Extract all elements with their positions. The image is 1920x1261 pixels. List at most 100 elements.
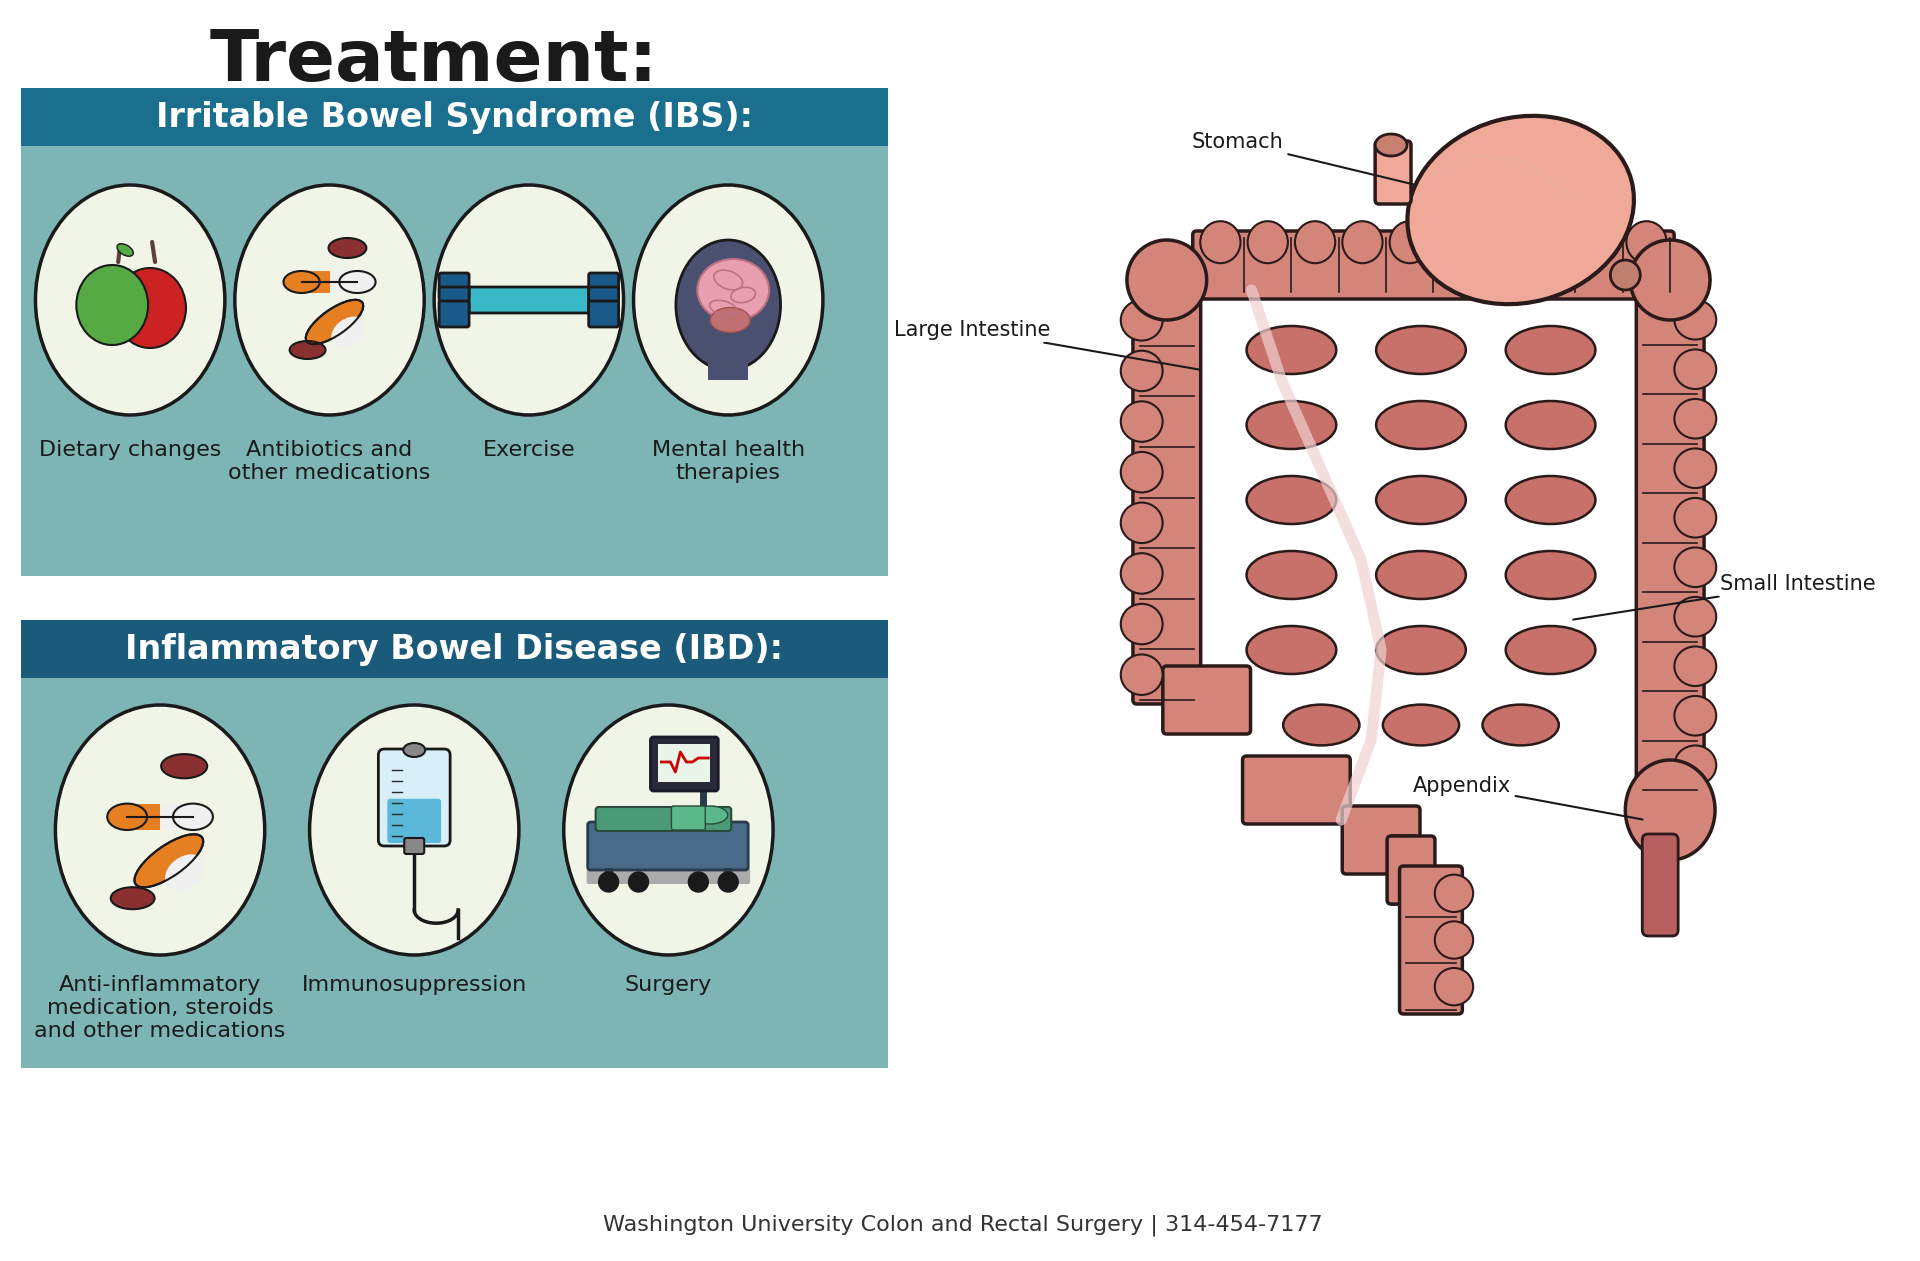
Ellipse shape <box>328 238 367 259</box>
Ellipse shape <box>1248 221 1288 264</box>
FancyBboxPatch shape <box>378 749 449 846</box>
Ellipse shape <box>434 185 624 415</box>
Ellipse shape <box>173 803 213 830</box>
Ellipse shape <box>634 185 824 415</box>
Ellipse shape <box>1674 547 1716 588</box>
Ellipse shape <box>1505 401 1596 449</box>
Ellipse shape <box>1375 134 1407 156</box>
FancyBboxPatch shape <box>405 839 424 854</box>
Ellipse shape <box>693 806 728 823</box>
Circle shape <box>599 873 618 892</box>
Ellipse shape <box>1246 401 1336 449</box>
Ellipse shape <box>1434 875 1473 912</box>
Text: Mental health
therapies: Mental health therapies <box>651 440 804 483</box>
Circle shape <box>689 873 708 892</box>
Text: Antibiotics and
other medications: Antibiotics and other medications <box>228 440 430 483</box>
Ellipse shape <box>1121 451 1164 493</box>
Text: Surgery: Surgery <box>624 975 712 995</box>
Ellipse shape <box>1434 922 1473 958</box>
Ellipse shape <box>108 803 148 830</box>
Ellipse shape <box>1121 654 1164 695</box>
Ellipse shape <box>1342 221 1382 264</box>
Text: Immunosuppression: Immunosuppression <box>301 975 526 995</box>
Circle shape <box>718 873 737 892</box>
Text: Treatment:: Treatment: <box>209 28 659 97</box>
FancyBboxPatch shape <box>595 807 732 831</box>
FancyBboxPatch shape <box>1164 666 1250 734</box>
FancyBboxPatch shape <box>388 798 442 844</box>
Ellipse shape <box>1377 475 1465 525</box>
Ellipse shape <box>1382 705 1459 745</box>
Ellipse shape <box>1377 327 1465 375</box>
FancyBboxPatch shape <box>440 301 468 327</box>
Ellipse shape <box>340 271 376 293</box>
Ellipse shape <box>134 835 204 888</box>
Ellipse shape <box>56 705 265 955</box>
FancyBboxPatch shape <box>1133 291 1200 704</box>
FancyBboxPatch shape <box>588 868 751 884</box>
Ellipse shape <box>1482 705 1559 745</box>
Ellipse shape <box>1436 221 1476 264</box>
Ellipse shape <box>1674 449 1716 488</box>
Ellipse shape <box>1505 475 1596 525</box>
FancyBboxPatch shape <box>1033 61 1908 1061</box>
Ellipse shape <box>1674 300 1716 339</box>
FancyBboxPatch shape <box>1400 866 1463 1014</box>
Ellipse shape <box>1121 351 1164 391</box>
Bar <box>330 271 357 293</box>
Ellipse shape <box>1377 551 1465 599</box>
Ellipse shape <box>309 705 518 955</box>
Ellipse shape <box>305 300 363 344</box>
Text: Anti-inflammatory
medication, steroids
and other medications: Anti-inflammatory medication, steroids a… <box>35 975 286 1042</box>
Ellipse shape <box>165 854 205 890</box>
FancyBboxPatch shape <box>589 301 618 327</box>
Bar <box>127 803 192 830</box>
FancyBboxPatch shape <box>708 356 749 380</box>
Ellipse shape <box>697 259 770 322</box>
Circle shape <box>628 873 649 892</box>
FancyBboxPatch shape <box>659 744 710 782</box>
Bar <box>159 803 192 830</box>
Text: Irritable Bowel Syndrome (IBS):: Irritable Bowel Syndrome (IBS): <box>156 101 753 135</box>
Ellipse shape <box>113 269 186 348</box>
Text: Large Intestine: Large Intestine <box>895 320 1198 369</box>
Text: Small Intestine: Small Intestine <box>1572 574 1876 619</box>
Text: Dietary changes: Dietary changes <box>38 440 221 460</box>
Ellipse shape <box>1246 625 1336 673</box>
Ellipse shape <box>234 185 424 415</box>
Ellipse shape <box>1674 745 1716 786</box>
Ellipse shape <box>1283 705 1359 745</box>
Ellipse shape <box>1532 221 1572 264</box>
Ellipse shape <box>1246 475 1336 525</box>
FancyBboxPatch shape <box>1392 836 1417 904</box>
Ellipse shape <box>1505 551 1596 599</box>
Ellipse shape <box>1121 503 1164 543</box>
FancyBboxPatch shape <box>1342 806 1421 874</box>
FancyBboxPatch shape <box>1192 231 1674 299</box>
Ellipse shape <box>1626 760 1715 860</box>
Ellipse shape <box>1674 498 1716 537</box>
Ellipse shape <box>403 743 424 757</box>
Ellipse shape <box>1246 551 1336 599</box>
Ellipse shape <box>1407 116 1634 304</box>
Text: Exercise: Exercise <box>482 440 576 460</box>
Ellipse shape <box>1505 625 1596 673</box>
Ellipse shape <box>1630 240 1711 320</box>
Ellipse shape <box>1127 240 1206 320</box>
Ellipse shape <box>1121 300 1164 340</box>
FancyBboxPatch shape <box>1636 291 1705 794</box>
FancyBboxPatch shape <box>1386 836 1434 904</box>
Text: Washington University Colon and Rectal Surgery | 314-454-7177: Washington University Colon and Rectal S… <box>603 1214 1323 1236</box>
Ellipse shape <box>1674 696 1716 735</box>
Ellipse shape <box>1578 221 1619 264</box>
FancyBboxPatch shape <box>21 576 887 620</box>
Ellipse shape <box>1484 221 1524 264</box>
Ellipse shape <box>1294 221 1334 264</box>
Ellipse shape <box>676 240 781 369</box>
Ellipse shape <box>1121 604 1164 644</box>
Text: Inflammatory Bowel Disease (IBD):: Inflammatory Bowel Disease (IBD): <box>125 633 783 667</box>
Ellipse shape <box>1626 221 1667 264</box>
Ellipse shape <box>1390 221 1430 264</box>
Ellipse shape <box>1377 401 1465 449</box>
Ellipse shape <box>1121 401 1164 441</box>
